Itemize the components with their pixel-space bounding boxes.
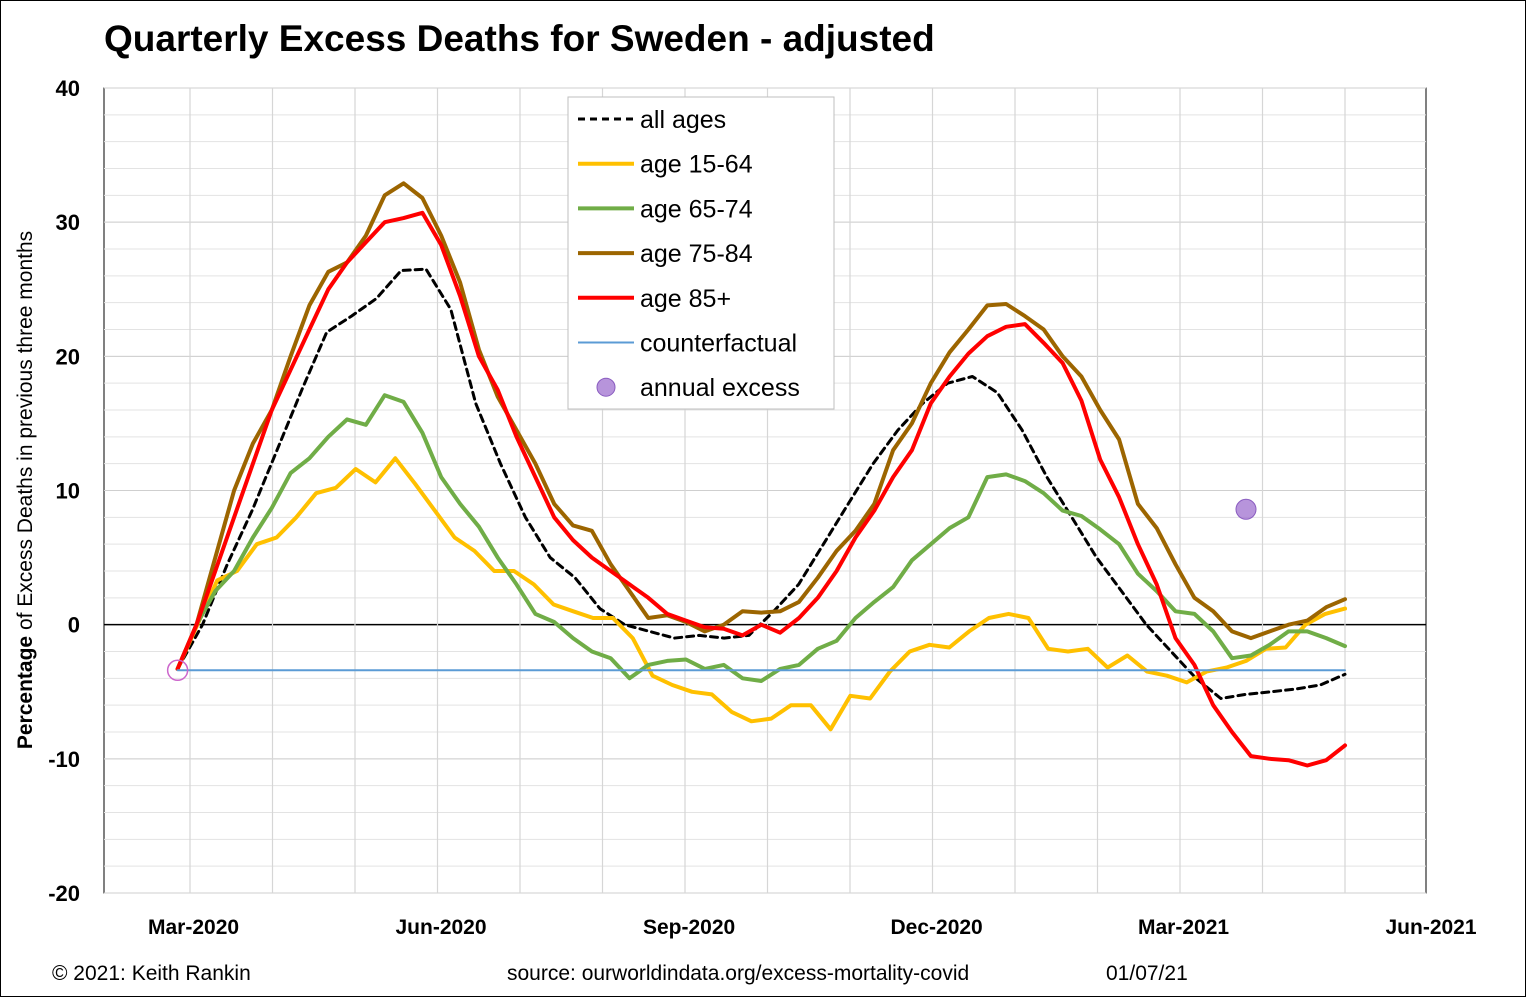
y-tick-label: 0 [68,613,80,638]
footer-date: 01/07/21 [1106,962,1188,985]
y-tick-label: 40 [56,76,80,101]
annual-excess-point [1235,498,1257,520]
series-line-age-85- [175,210,1347,768]
y-tick-label: 30 [56,210,80,235]
y-tick-label: 20 [56,344,80,369]
start-point-marker [166,659,189,682]
x-tick-label: Jun-2021 [1386,916,1477,939]
chart-title: Quarterly Excess Deaths for Sweden - adj… [104,18,935,59]
footer-source: source: ourworldindata.org/excess-mortal… [507,962,970,985]
legend-label-counterfactual: counterfactual [640,330,797,358]
x-tick-label: Dec-2020 [891,916,983,939]
legend-label-annual-excess: annual excess [640,374,800,402]
legend-label-age-65-74: age 65-74 [640,195,753,223]
legend-swatch-annual-excess [596,377,616,397]
x-tick-label: Jun-2020 [396,916,487,939]
axis-layer: 40 30 20 10 0 -10 -20 Mar-2020 Jun-2020 Sep-2020 D… [48,76,1477,939]
series-layer [166,181,1347,768]
legend-label-all-ages: all ages [640,106,726,134]
footer-copyright: © 2021: Keith Rankin [52,962,251,985]
y-tick-label: 10 [56,479,80,504]
series-line-age-65-74 [175,393,1347,683]
series-line-age-75-84 [175,181,1347,671]
x-tick-label: Mar-2020 [148,916,239,939]
legend-label-age-85-: age 85+ [640,285,731,313]
x-tick-label: Mar-2021 [1138,916,1229,939]
y-axis-label-rest: of Excess Deaths in previous three month… [14,231,37,636]
y-axis-label-bold: Percentage [14,636,37,749]
x-tick-label: Sep-2020 [643,916,735,939]
legend-label-age-75-84: age 75-84 [640,240,753,268]
y-tick-label: -20 [48,881,80,906]
y-tick-label: -10 [48,747,80,772]
series-line-age-15-64 [175,456,1347,732]
legend-label-age-15-64: age 15-64 [640,151,753,179]
y-axis-label: Percentage of Excess Deaths in previous … [14,231,37,749]
legend: all ages age 15-64 age 65-74 age 75-84 age 8… [567,96,835,410]
